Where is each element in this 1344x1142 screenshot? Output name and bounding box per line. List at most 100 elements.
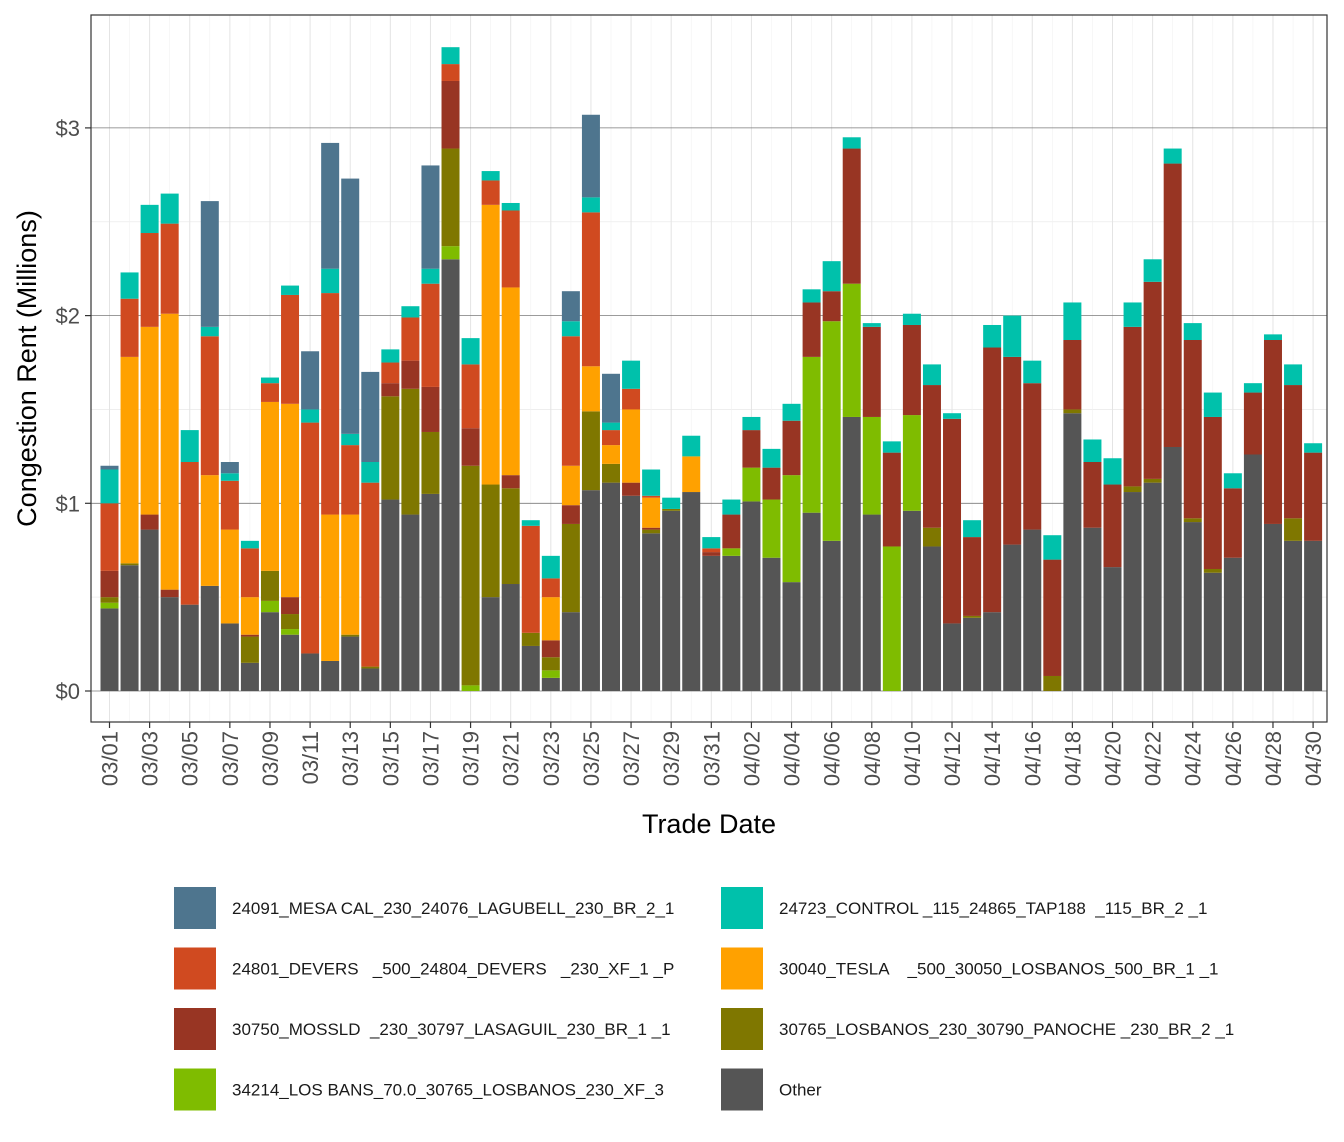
bar-segment xyxy=(762,448,781,468)
bar-segment xyxy=(461,364,480,429)
x-tick-label: 04/22 xyxy=(1141,731,1166,786)
bar-segment xyxy=(481,484,500,598)
bar-segment xyxy=(1103,484,1122,568)
bar-stack-04-08 xyxy=(862,323,881,691)
bar-stack-04-13 xyxy=(963,520,982,691)
bar-segment xyxy=(1243,454,1262,691)
bar-segment xyxy=(742,430,761,468)
bar-segment xyxy=(260,612,279,691)
x-tick-label: 03/15 xyxy=(378,731,403,786)
bar-segment xyxy=(802,512,821,691)
bar-segment xyxy=(421,283,440,387)
x-axis: 03/01 03/03 03/05 03/07 03/09 03/11 03/13 03/15… xyxy=(98,722,1326,786)
bar-segment xyxy=(481,180,500,205)
bar-segment xyxy=(882,441,901,453)
bar-segment xyxy=(622,388,641,410)
bar-segment xyxy=(461,685,480,691)
bar-stack-04-04 xyxy=(782,403,801,691)
legend-label: 30765_LOSBANOS_230_30790_PANOCHE _230_BR… xyxy=(779,1020,1234,1039)
bar-segment xyxy=(822,291,841,322)
x-tick-label: 03/13 xyxy=(338,731,363,786)
bar-stack-03-17 xyxy=(421,165,440,691)
x-tick-label: 04/06 xyxy=(820,731,845,786)
x-tick-label: 03/23 xyxy=(539,731,564,786)
bar-segment xyxy=(100,465,119,470)
bar-segment xyxy=(581,197,600,213)
bar-segment xyxy=(240,634,259,637)
bar-segment xyxy=(922,546,941,691)
bar-segment xyxy=(1123,492,1142,691)
bar-segment xyxy=(842,148,861,284)
bar-segment xyxy=(441,80,460,149)
bar-segment xyxy=(602,445,620,464)
bar-segment xyxy=(421,431,440,494)
legend-swatch xyxy=(721,947,763,990)
bar-stack-04-03 xyxy=(762,448,781,691)
bar-stack-03-03 xyxy=(140,204,159,691)
bar-stack-04-09 xyxy=(882,441,901,691)
bar-segment xyxy=(260,570,279,601)
bar-stack-04-19 xyxy=(1083,439,1102,691)
bar-segment xyxy=(561,291,580,322)
x-tick-label: 03/09 xyxy=(258,731,283,786)
bar-segment xyxy=(702,537,721,549)
bar-segment xyxy=(1284,364,1303,386)
bar-segment xyxy=(1023,383,1042,530)
bar-segment xyxy=(521,525,540,633)
bar-segment xyxy=(341,445,360,515)
bar-stack-03-24 xyxy=(561,291,580,691)
x-tick-label: 03/29 xyxy=(659,731,684,786)
bar-segment xyxy=(1123,302,1142,327)
bar-segment xyxy=(1183,522,1202,691)
bar-segment xyxy=(100,503,119,571)
bar-segment xyxy=(1083,462,1102,528)
bar-segment xyxy=(140,514,159,530)
bar-segment xyxy=(842,283,861,417)
x-tick-label: 03/11 xyxy=(298,731,323,784)
bar-segment xyxy=(581,366,600,412)
bar-segment xyxy=(281,634,300,691)
bar-segment xyxy=(963,520,982,538)
bar-segment xyxy=(361,462,380,483)
bar-segment xyxy=(401,514,420,691)
bar-segment xyxy=(381,349,400,363)
bar-segment xyxy=(361,371,380,463)
bar-stack-04-25 xyxy=(1203,392,1222,691)
bar-segment xyxy=(802,356,821,513)
bar-segment xyxy=(481,204,500,485)
bar-segment xyxy=(501,584,520,691)
bar-stack-03-23 xyxy=(541,555,560,691)
bar-segment xyxy=(642,495,661,498)
x-axis-title: Trade Date xyxy=(642,809,776,839)
bar-segment xyxy=(401,306,420,318)
bar-segment xyxy=(381,362,400,384)
bar-segment xyxy=(1223,488,1242,558)
bar-segment xyxy=(722,555,741,691)
bar-segment xyxy=(642,527,661,530)
bar-segment xyxy=(1243,383,1262,393)
bar-segment xyxy=(361,668,380,691)
bar-segment xyxy=(702,548,721,553)
x-tick-label: 03/05 xyxy=(178,731,203,786)
bar-segment xyxy=(281,629,300,635)
bar-stack-03-13 xyxy=(341,178,360,691)
legend-swatch xyxy=(721,1068,763,1111)
legend-swatch xyxy=(721,1008,763,1050)
bar-segment xyxy=(240,548,259,598)
bar-segment xyxy=(642,533,661,691)
x-tick-label: 03/07 xyxy=(218,731,243,786)
bar-segment xyxy=(1163,446,1182,691)
legend-label: Other xyxy=(779,1081,822,1100)
bar-segment xyxy=(762,557,781,691)
bar-segment xyxy=(220,480,239,530)
bar-segment xyxy=(541,657,560,671)
bar-stack-04-05 xyxy=(802,289,821,691)
bar-segment xyxy=(1043,559,1062,676)
bar-segment xyxy=(140,204,159,234)
bar-segment xyxy=(281,294,300,404)
bar-stack-03-22 xyxy=(521,520,540,691)
legend-label: 30750_MOSSLD _230_30797_LASAGUIL_230_BR_… xyxy=(232,1020,671,1039)
bar-segment xyxy=(100,597,119,603)
bar-segment xyxy=(441,259,460,691)
